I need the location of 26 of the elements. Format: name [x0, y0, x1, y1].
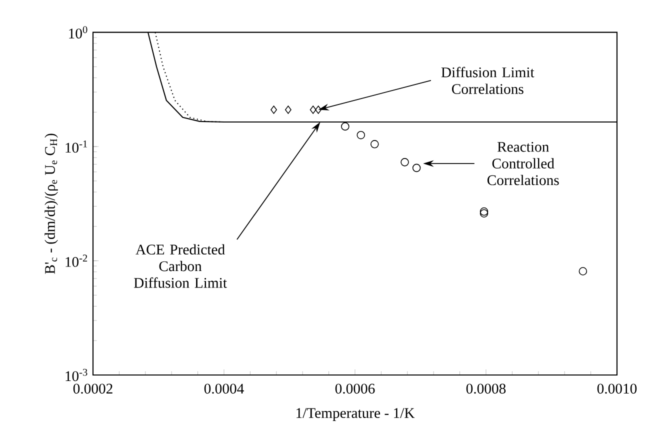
y-tick-label: 10$^{-3}$ [66, 368, 88, 382]
x-tick-label: 0.0002 [73, 384, 112, 394]
point [310, 106, 316, 114]
point [480, 207, 488, 216]
text: B'$_{c}$ - (dm/dt)/(ρ$_{e}$ U$_{e}$ C$_{H}$) [44, 134, 58, 274]
point [341, 122, 350, 131]
annotation: ACE Predicted Carbon Diffusion Limit [134, 244, 227, 288]
x-tick-label: 0.0006 [335, 384, 375, 394]
annotation: Reaction Controlled Correlations [487, 142, 559, 186]
y-tick-label: 10$^{-2}$ [66, 254, 88, 267]
point [370, 140, 379, 148]
x-tick-label: 0.0004 [204, 384, 244, 394]
point [356, 130, 366, 140]
y-tick-label: 10$^{0}$ [69, 26, 88, 38]
x-axis-title: 1/Temperature - 1/K [296, 408, 415, 421]
point [480, 209, 488, 218]
annotation: Diffusion Limit Correlations [441, 66, 534, 94]
point [400, 158, 409, 166]
point [270, 106, 277, 114]
point [412, 164, 421, 172]
x-tick-label: 0.0008 [466, 384, 506, 394]
point [284, 106, 292, 114]
point [315, 106, 322, 114]
point [578, 267, 588, 276]
x-tick-label: 0.0010 [597, 384, 637, 394]
y-tick-label: 10$^{-1}$ [66, 140, 88, 153]
